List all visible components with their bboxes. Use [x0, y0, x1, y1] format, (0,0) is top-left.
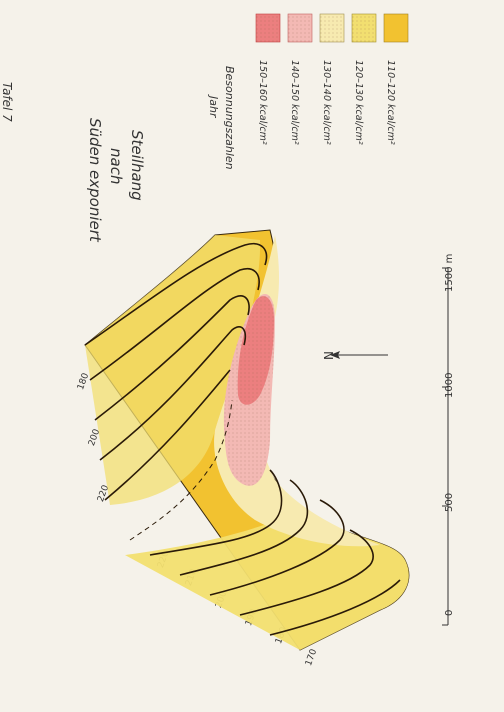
- north-arrow-icon: [330, 351, 388, 359]
- legend-swatch-5: [383, 13, 409, 43]
- contour-lines: [84, 243, 401, 636]
- scale-bar: [442, 267, 449, 626]
- legend-swatches: [255, 13, 409, 43]
- terrain-surface: [84, 229, 410, 651]
